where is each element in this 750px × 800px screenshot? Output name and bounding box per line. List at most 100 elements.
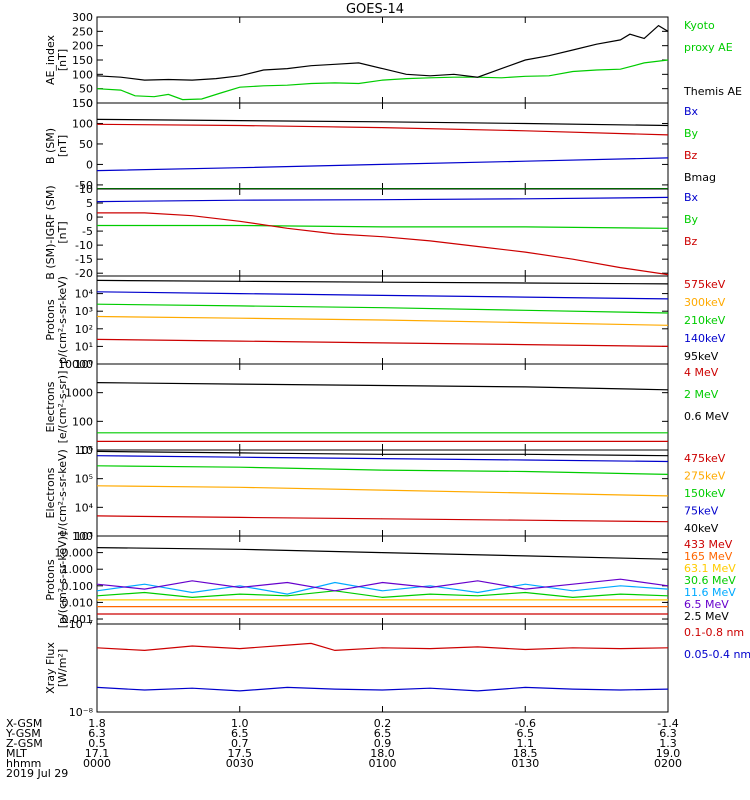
y-tick-label: 0.001 (62, 613, 94, 626)
y-tick-label: 5 (86, 197, 93, 210)
series-line-75kev (97, 455, 668, 463)
y-axis-label: [p/(cm²-s-sr-keV)] (56, 532, 69, 629)
y-tick-label: 10⁻⁷ (69, 618, 93, 631)
y-tick-label: 10⁶ (75, 444, 94, 457)
series-line-0-1-0-8-nm (97, 642, 668, 652)
y-tick-label: 10³ (75, 530, 93, 543)
footer-row-value: -1.4 (657, 717, 678, 730)
legend-label: 0.1-0.8 nm (684, 626, 744, 639)
y-tick-label: 10 (79, 444, 93, 457)
series-line-140kev (97, 291, 668, 300)
footer-row-value: 0130 (511, 757, 539, 770)
legend-label: 2.5 MeV (684, 610, 729, 623)
legend-label: 150keV (684, 487, 726, 500)
legend-label: Themis AE (683, 85, 742, 98)
y-tick-label: 150 (72, 97, 93, 110)
y-tick-label: -15 (75, 253, 93, 266)
legend-label: 300keV (684, 296, 726, 309)
panel-frame (96, 188, 669, 277)
panel-2: -50 0 50 100 150 B (SM) [nT] Bx By Bz Bmag (44, 97, 716, 192)
footer-row-value: 17.5 (228, 747, 253, 760)
series-line-475kev (97, 515, 668, 523)
y-tick-label: 10⁰ (75, 358, 94, 371)
footer-row-value: 17.1 (85, 747, 110, 760)
series-line-210kev (97, 303, 668, 314)
y-tick-label: 50 (79, 83, 93, 96)
y-tick-label: 10⁻⁸ (69, 706, 94, 719)
legend-label: 0.05-0.4 nm (684, 648, 750, 661)
panel-8: 10⁻⁸ 10⁻⁷ Xray Flux [W/m²] 0.1-0.8 nm 0.05-0.… (44, 618, 750, 719)
y-tick-label: 10² (75, 323, 93, 336)
y-tick-label: 0 (86, 211, 93, 224)
footer-row-value: 0030 (226, 757, 254, 770)
y-axis-label: [nT] (56, 135, 69, 157)
panel-frame (96, 363, 669, 451)
y-axis-label: Protons (44, 559, 57, 600)
y-axis-label: e/(cm²-s-sr-keV) (56, 449, 69, 537)
y-axis-label: B (SM) (44, 128, 57, 164)
legend-label: 0.6 MeV (684, 410, 729, 423)
y-axis-label: Protons (44, 299, 57, 340)
series-line-2-5-mev (97, 547, 668, 560)
footer-row-value: 1.3 (659, 737, 677, 750)
legend-label: 210keV (684, 314, 726, 327)
legend-label: 75keV (684, 505, 719, 518)
y-tick-label: 300 (72, 11, 93, 24)
series-line-95kev (97, 279, 668, 285)
footer-row-value: 6.3 (659, 727, 677, 740)
legend-label: 6.5 MeV (684, 598, 729, 611)
legend-label: By (684, 213, 699, 226)
y-axis-label: B (SM)-IGRF (SM) (44, 185, 57, 279)
footer-row-value: 18.0 (370, 747, 395, 760)
y-tick-label: -50 (75, 179, 93, 192)
series-line-bz (97, 123, 668, 136)
y-tick-label: 100 (72, 68, 93, 81)
y-tick-label: 1.000 (62, 563, 94, 576)
y-axis-label: [nT] (56, 49, 69, 71)
legend-label: 275keV (684, 470, 726, 483)
footer-row-value: 0.2 (374, 717, 392, 730)
footer-row-label: Y-GSM (5, 727, 41, 740)
footer-row-value: 6.3 (88, 727, 106, 740)
y-tick-label: 10⁴ (75, 501, 94, 514)
footer-row-value: 6.5 (374, 727, 392, 740)
y-tick-label: 250 (72, 25, 93, 38)
legend-label: 2 MeV (684, 388, 719, 401)
series-line-30-6-mev (97, 590, 668, 599)
footer-row-value: -0.6 (515, 717, 536, 730)
panel-frame (96, 449, 669, 537)
y-tick-label: 10⁵ (75, 473, 93, 486)
y-tick-label: 200 (72, 40, 93, 53)
footer-row-value: 0100 (369, 757, 397, 770)
series-line-bz (97, 212, 668, 276)
footer-row-value: 0000 (83, 757, 111, 770)
legend-label: 433 MeV (684, 538, 733, 551)
y-axis-label: Electrons (44, 381, 57, 432)
legend-label: 40keV (684, 522, 719, 535)
legend-label: 95keV (684, 350, 719, 363)
legend-label: Bz (684, 149, 698, 162)
series-line-bx (97, 157, 668, 172)
y-axis-label: p/(cm²-s-sr-keV) (56, 276, 69, 364)
series-line-themis-ae (97, 24, 668, 81)
y-tick-label: 10 (79, 183, 93, 196)
legend-label: 30.6 MeV (684, 574, 736, 587)
legend-label: proxy AE (684, 41, 733, 54)
series-line-575kev (97, 338, 668, 347)
footer-row-value: 1.0 (231, 717, 249, 730)
series-line-0-05-0-4-nm (97, 686, 668, 692)
footer-date: 2019 Jul 29 (6, 767, 68, 780)
legend-label: Kyoto (684, 19, 715, 32)
y-tick-label: 0.010 (62, 596, 94, 609)
series-line-0-6-mev (97, 382, 668, 391)
y-tick-label: 10000 (58, 358, 93, 371)
legend-label: Bx (684, 191, 699, 204)
legend-label: 575keV (684, 278, 726, 291)
footer-row-value: 1.1 (517, 737, 535, 750)
y-tick-label: 50 (79, 138, 93, 151)
footer-row-value: 18.5 (513, 747, 538, 760)
y-tick-label: 1000 (65, 387, 93, 400)
